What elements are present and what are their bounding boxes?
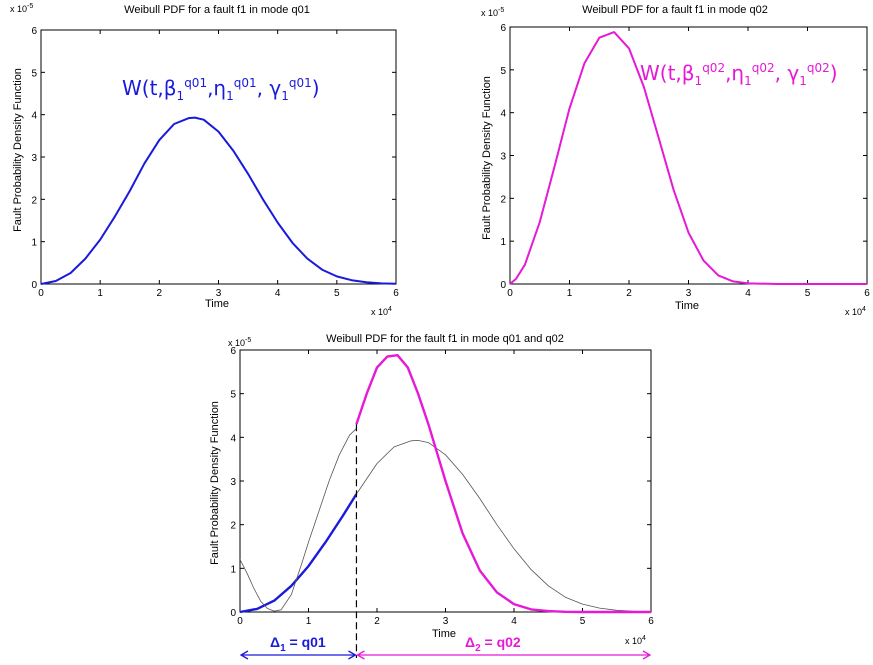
- y-tick-label: 4: [31, 111, 37, 122]
- y-tick-label: 4: [500, 109, 506, 120]
- mode-switch-layer: [239, 424, 652, 660]
- series-line-q02-inactive: [239, 428, 357, 612]
- series-layer: [509, 31, 867, 285]
- y-tick-label: 1: [500, 237, 506, 248]
- x-multiplier: x 104: [371, 306, 392, 317]
- y-tick-label: 6: [31, 26, 37, 37]
- series-line-q01-active: [239, 493, 358, 614]
- x-tick-label: 3: [216, 288, 222, 299]
- series-line-q02-active: [355, 354, 651, 614]
- y-multiplier: x 10-5: [10, 3, 33, 14]
- x-tick-label: 4: [745, 288, 751, 299]
- x-axis-label: Time: [432, 628, 456, 640]
- y-tick-label: 0: [500, 280, 506, 291]
- plot-q01: Weibull PDF for a fault f1 in mode q01 x…: [10, 3, 399, 317]
- x-tick-label: 1: [306, 616, 312, 627]
- y-tick-label: 6: [500, 23, 506, 34]
- y-multiplier: x 10-5: [228, 337, 251, 348]
- y-axis-label: Fault Probability Density Function: [481, 76, 493, 240]
- axis-ticks: 0 1 2 3 4 5 6 0 1 2 3 4 5 6: [31, 26, 399, 299]
- x-multiplier: x 104: [625, 635, 646, 646]
- series-layer: [239, 354, 652, 614]
- y-tick-label: 5: [31, 68, 37, 79]
- axis-ticks: 0 1 2 3 4 5 6 0 1 2 3 4 5 6: [500, 23, 870, 299]
- plot-title: Weibull PDF for the fault f1 in mode q01…: [326, 333, 564, 345]
- y-axis-label: Fault Probability Density Function: [12, 68, 24, 232]
- y-tick-label: 6: [230, 346, 236, 357]
- y-tick-label: 3: [31, 153, 37, 164]
- x-tick-label: 3: [686, 288, 692, 299]
- x-tick-label: 3: [443, 616, 449, 627]
- y-tick-label: 0: [230, 608, 236, 619]
- y-tick-label: 1: [230, 564, 236, 575]
- interval-arrowhead-right: [348, 650, 357, 660]
- x-multiplier: x 104: [845, 306, 866, 317]
- interval-arrowhead-right: [642, 650, 652, 660]
- y-tick-label: 2: [31, 195, 37, 206]
- x-tick-label: 6: [648, 616, 654, 627]
- x-axis-label: Time: [205, 298, 229, 310]
- interval-arrowhead-left: [356, 650, 365, 660]
- y-tick-label: 0: [31, 280, 37, 291]
- x-tick-label: 6: [393, 288, 399, 299]
- series-label-q01: W(t,β1q01,η1q01, γ1q01): [122, 76, 320, 103]
- x-tick-label: 4: [275, 288, 281, 299]
- plot-title: Weibull PDF for a fault f1 in mode q01: [124, 4, 310, 16]
- y-tick-label: 1: [31, 238, 37, 249]
- axis-ticks: 0 1 2 3 4 5 6 0 1 2 3 4 5 6: [230, 346, 654, 627]
- series-line: [40, 116, 397, 285]
- y-tick-label: 5: [230, 390, 236, 401]
- x-tick-label: 4: [511, 616, 517, 627]
- x-tick-label: 0: [38, 288, 44, 299]
- y-multiplier: x 10-5: [481, 7, 504, 18]
- y-tick-label: 3: [230, 477, 236, 488]
- interval-label-q02: Δ2 = q02: [465, 634, 521, 654]
- y-tick-label: 3: [500, 152, 506, 163]
- x-axis-label: Time: [675, 300, 699, 312]
- plot-combined: Weibull PDF for the fault f1 in mode q01…: [209, 333, 654, 660]
- y-tick-label: 5: [500, 66, 506, 77]
- x-tick-label: 5: [805, 288, 811, 299]
- y-tick-label: 2: [500, 194, 506, 205]
- y-axis-label: Fault Probability Density Function: [209, 401, 221, 565]
- series-line-q01-continued: [356, 440, 652, 613]
- series-line: [509, 31, 867, 285]
- x-tick-label: 2: [626, 288, 632, 299]
- interval-label-q01: Δ1 = q01: [270, 634, 326, 654]
- x-tick-label: 2: [157, 288, 163, 299]
- x-tick-label: 0: [237, 616, 243, 627]
- plot-q02: Weibull PDF for a fault f1 in mode q02 x…: [481, 4, 870, 317]
- x-tick-label: 2: [374, 616, 380, 627]
- y-tick-label: 2: [230, 521, 236, 532]
- x-tick-label: 1: [97, 288, 103, 299]
- x-tick-label: 5: [580, 616, 586, 627]
- series-label-q02: W(t,β1q02,η1q02, γ1q02): [640, 61, 838, 88]
- x-tick-label: 1: [567, 288, 573, 299]
- interval-arrowhead-left: [239, 650, 249, 660]
- y-tick-label: 4: [230, 433, 236, 444]
- x-tick-label: 5: [334, 288, 340, 299]
- plot-title: Weibull PDF for a fault f1 in mode q02: [582, 4, 768, 16]
- x-tick-label: 0: [507, 288, 513, 299]
- x-tick-label: 6: [864, 288, 870, 299]
- series-layer: [40, 116, 397, 285]
